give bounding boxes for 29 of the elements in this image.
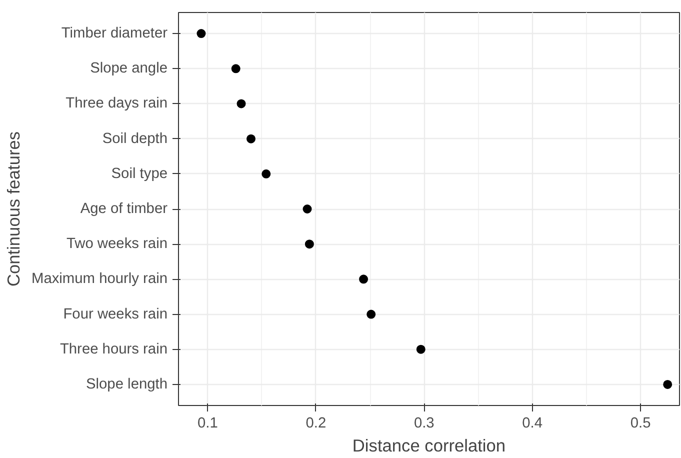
point <box>304 240 314 249</box>
y-tick-label: Two weeks rain <box>66 236 168 252</box>
y-axis-title: Continuous features <box>3 131 24 287</box>
y-tick-label: Slope length <box>86 376 168 392</box>
point <box>236 99 246 108</box>
y-tick-label: Timber diameter <box>61 26 168 42</box>
x-axis-title: Distance correlation <box>352 436 506 456</box>
y-tick-label: Soil depth <box>102 130 168 147</box>
y-tick-label: Soil type <box>111 166 168 182</box>
x-tick-label: 0.5 <box>630 416 651 432</box>
y-tick-label: Slope angle <box>90 60 168 77</box>
point <box>366 310 376 319</box>
x-tick-label: 0.1 <box>198 416 218 432</box>
point <box>196 29 206 38</box>
point <box>359 274 368 284</box>
point <box>262 169 271 178</box>
point <box>231 64 240 74</box>
y-tick-label: Three hours rain <box>60 341 168 358</box>
point <box>246 134 256 144</box>
y-tick-label: Three days rain <box>66 96 168 112</box>
x-tick-label: 0.2 <box>306 416 326 432</box>
y-tick-label: Age of timber <box>80 201 168 217</box>
point <box>663 380 672 389</box>
point <box>416 344 426 354</box>
x-tick-label: 0.3 <box>414 416 434 432</box>
point <box>302 204 312 214</box>
y-tick-label: Four weeks rain <box>63 306 168 322</box>
y-tick-label: Maximum hourly rain <box>31 271 168 288</box>
x-tick-label: 0.4 <box>522 416 543 432</box>
